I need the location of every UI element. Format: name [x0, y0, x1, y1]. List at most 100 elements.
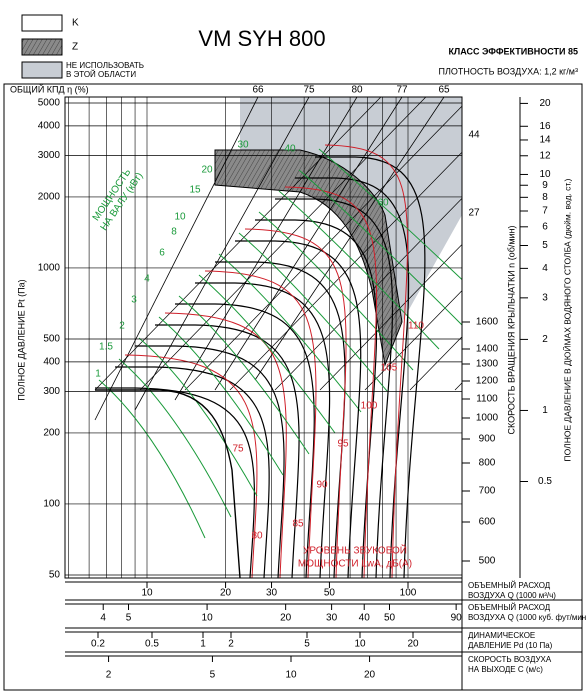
rpm-tick-label: 800 — [479, 458, 496, 469]
scale-tick-label: 90 — [451, 613, 463, 624]
scale-tick-label: 5 — [126, 613, 132, 624]
scale-tick-label: 20 — [280, 613, 292, 624]
sound-curve — [244, 228, 347, 578]
rpm-curve — [235, 240, 362, 578]
rpm-curve — [95, 389, 241, 578]
scale-title: ДИНАМИЧЕСКОЕ — [468, 631, 535, 640]
eff-line — [214, 97, 403, 391]
power-label: 20 — [201, 165, 213, 176]
scale-tick-label: 2 — [106, 670, 112, 681]
diagonal-grid — [274, 197, 462, 391]
y-tick-label: 5000 — [38, 98, 61, 109]
scale-tick-label: 0.2 — [91, 639, 105, 650]
scale-title: НА ВЫХОДЕ C (м/с) — [468, 665, 543, 674]
legend-k-swatch — [21, 14, 63, 32]
rpm-curve — [155, 324, 300, 578]
sound-title: УРОВЕНЬ ЗВУКОВОЙ — [303, 544, 407, 557]
inwg-tick-label: 8 — [542, 192, 548, 203]
power-line — [298, 169, 462, 326]
y-tick-label: 50 — [49, 570, 61, 581]
sound-label: 85 — [292, 519, 304, 530]
rpm-curve — [275, 198, 394, 578]
power-label: 8 — [171, 227, 177, 238]
sound-curve — [324, 144, 409, 578]
scale-title: ОБЪЕМНЫЙ РАСХОД — [468, 581, 551, 590]
power-label: 60 — [377, 198, 389, 209]
scale-tick-label: 0.5 — [145, 639, 159, 650]
inwg-tick-label: 12 — [539, 150, 551, 161]
inwg-tick-label: 9 — [542, 180, 548, 191]
scale-tick-label: 50 — [324, 588, 336, 599]
power-line — [118, 358, 232, 518]
rpm-tick-label: 600 — [479, 517, 496, 528]
y-tick-label: 2000 — [38, 192, 61, 203]
sound-label: 90 — [316, 480, 328, 491]
scale-tick-label: 5 — [210, 670, 216, 681]
rpm-tick-label: 1200 — [476, 376, 499, 387]
legend-na: НЕ ИСПОЛЬЗОВАТЬ — [66, 61, 144, 70]
power-line — [218, 253, 362, 413]
rpm-curve — [195, 282, 331, 578]
diagonal-grid — [94, 97, 382, 391]
scale-title: СКОРОСТЬ ВОЗДУХА — [468, 655, 552, 664]
eff-label: 66 — [252, 85, 264, 96]
inwg-tick-label: 1 — [542, 405, 548, 416]
inwg-tick-label: 7 — [542, 206, 548, 217]
rpm-curve — [115, 366, 270, 578]
sound-label: 105 — [381, 363, 398, 374]
power-label: 40 — [284, 144, 296, 155]
scale-tick-label: 10 — [202, 613, 214, 624]
rpm-tick-label: 500 — [479, 556, 496, 567]
power-line — [258, 211, 414, 371]
inwg-tick-label: 10 — [539, 169, 551, 180]
power-line — [178, 295, 310, 455]
inwg-tick-label: 20 — [539, 98, 551, 109]
sound-curve — [164, 312, 287, 578]
rpm-title: СКОРОСТЬ ВРАЩЕНИЯ КРЫЛЬЧАТКИ n (об/мин) — [506, 225, 516, 434]
inwg-tick-label: 4 — [542, 263, 548, 274]
scale-tick-label: 10 — [354, 639, 366, 650]
legend-k: K — [72, 18, 79, 29]
sound-label: 80 — [251, 531, 263, 542]
legend-na-swatch — [21, 61, 63, 79]
legend-z: Z — [72, 42, 78, 53]
y-tick-label: 3000 — [38, 150, 61, 161]
power-line — [158, 316, 284, 476]
inwg-tick-label: 6 — [542, 221, 548, 232]
rpm-tick-label: 900 — [479, 434, 496, 445]
eff-label: 65 — [438, 85, 450, 96]
y-tick-label: 400 — [43, 357, 60, 368]
eff-label: 80 — [351, 85, 363, 96]
rpm-tick-label: 1600 — [476, 317, 499, 328]
sound-label: 95 — [337, 439, 349, 450]
power-label: 1 — [95, 369, 101, 380]
y-tick-label: 500 — [43, 334, 60, 345]
inwg-title: ПОЛНОЕ ДАВЛЕНИЕ В ДЮЙМАХ ВОДЯНОГО СТОЛБА… — [561, 178, 572, 461]
scale-tick-label: 100 — [400, 588, 417, 599]
y-tick-label: 1000 — [38, 263, 61, 274]
power-line — [98, 379, 206, 539]
air-density: ПЛОТНОСТЬ ВОЗДУХА: 1,2 кг/м³ — [439, 66, 578, 76]
eff-label: 77 — [396, 85, 408, 96]
rpm-curve — [175, 303, 315, 578]
scale-title: ДАВЛЕНИЕ Pd (10 Па) — [468, 641, 553, 650]
diagonal-grid — [319, 243, 462, 391]
efficiency-class: КЛАСС ЭФФЕКТИВНОСТИ 85 — [448, 46, 578, 56]
plot-area — [65, 97, 462, 578]
power-label: 4 — [144, 274, 150, 285]
rpm-curve — [135, 345, 285, 578]
sound-label: 75 — [232, 444, 244, 455]
inwg-tick-label: 16 — [539, 121, 551, 132]
scale-tick-label: 2 — [228, 639, 234, 650]
y-tick-label: 300 — [43, 386, 60, 397]
rpm-tick-label: 1000 — [476, 413, 499, 424]
power-label: 3 — [131, 295, 137, 306]
scale-tick-label: 30 — [266, 588, 278, 599]
y-axis-title: ПОЛНОЕ ДАВЛЕНИЕ Pt (Па) — [16, 279, 26, 400]
y-tick-label: 4000 — [38, 121, 61, 132]
sound-curve — [204, 270, 317, 578]
power-line — [198, 274, 336, 434]
scale-tick-label: 10 — [141, 588, 153, 599]
eff-label: 75 — [303, 85, 315, 96]
